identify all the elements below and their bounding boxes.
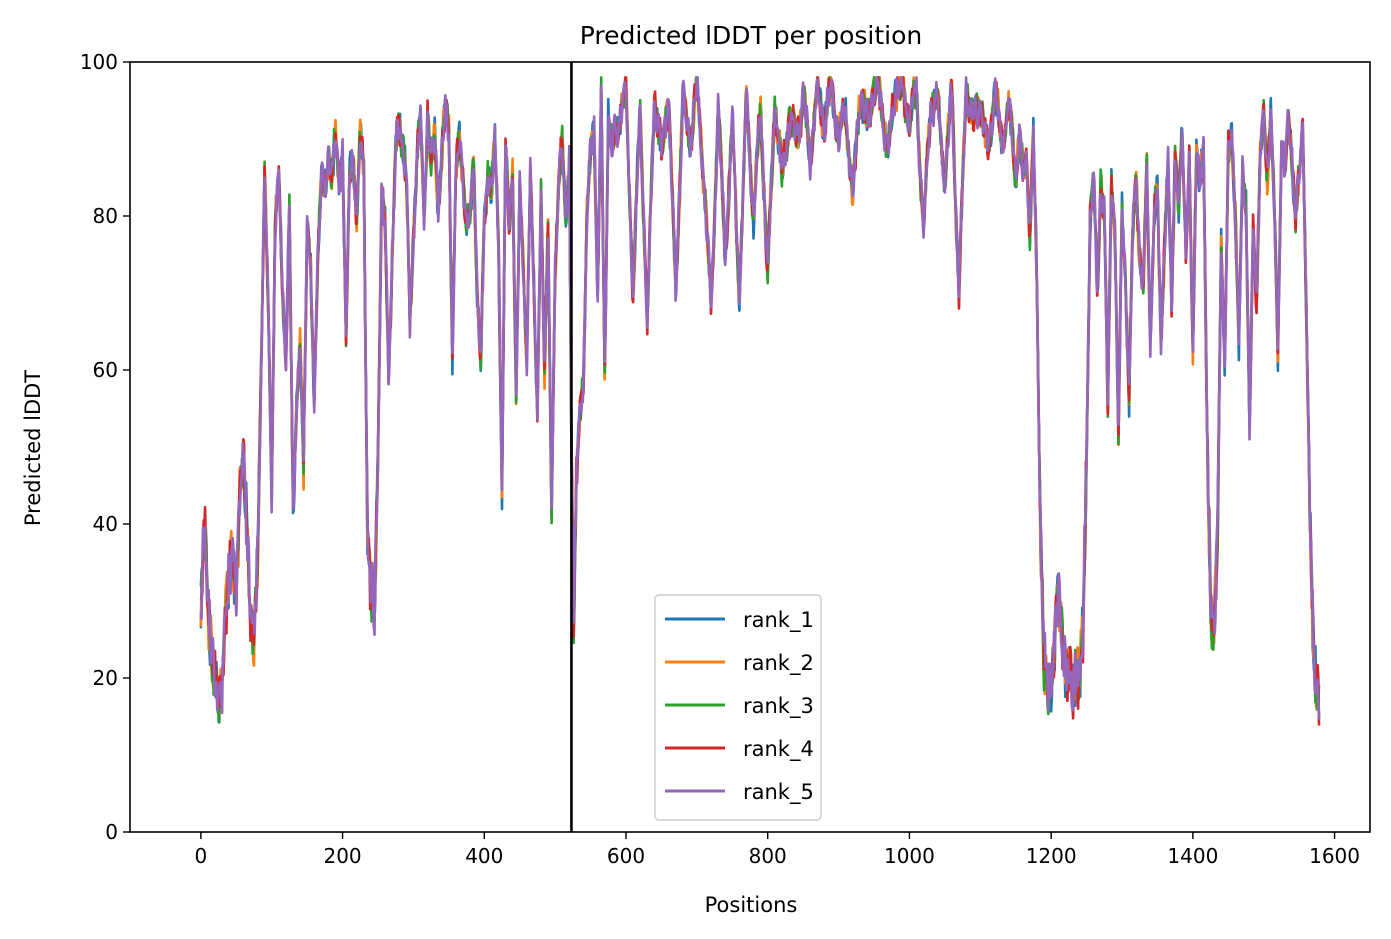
y-tick-label: 0 — [105, 820, 118, 844]
x-tick-label: 1000 — [884, 844, 935, 868]
x-tick-label: 400 — [465, 844, 503, 868]
y-tick-label: 20 — [93, 666, 118, 690]
legend-label-rank_2: rank_2 — [743, 651, 814, 676]
x-tick-label: 1600 — [1309, 844, 1360, 868]
x-axis-label: Positions — [705, 893, 798, 917]
y-axis: 0 20 40 60 80 100 — [80, 50, 130, 844]
legend-label-rank_4: rank_4 — [743, 737, 814, 762]
y-axis-label: Predicted lDDT — [21, 370, 45, 526]
y-tick-label: 80 — [93, 204, 118, 228]
plot-frame — [129, 61, 1371, 833]
x-axis: 0 200 400 600 800 1000 1200 1400 1600 — [194, 832, 1360, 868]
x-tick-label: 600 — [607, 844, 645, 868]
y-tick-label: 60 — [93, 358, 118, 382]
y-tick-label: 40 — [93, 512, 118, 536]
x-tick-label: 0 — [194, 844, 207, 868]
series-line-rank_5 — [199, 76, 1321, 720]
x-tick-label: 1400 — [1167, 844, 1218, 868]
legend-label-rank_3: rank_3 — [743, 694, 814, 719]
y-tick-label: 100 — [80, 50, 118, 74]
x-tick-label: 200 — [323, 844, 361, 868]
x-tick-label: 800 — [749, 844, 787, 868]
legend-box — [654, 594, 822, 821]
legend-label-rank_1: rank_1 — [743, 608, 814, 633]
chart-title: Predicted lDDT per position — [580, 21, 922, 50]
series-layer — [199, 76, 1321, 726]
x-tick-label: 1200 — [1026, 844, 1077, 868]
legend: rank_1 rank_2 rank_3 rank_4 rank_5 — [654, 594, 822, 821]
legend-label-rank_5: rank_5 — [743, 780, 814, 805]
